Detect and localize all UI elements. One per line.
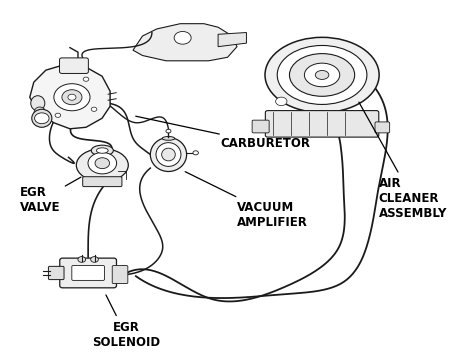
Circle shape	[88, 153, 117, 174]
Ellipse shape	[91, 145, 113, 156]
FancyBboxPatch shape	[82, 177, 122, 187]
Circle shape	[95, 158, 109, 169]
Ellipse shape	[304, 63, 340, 87]
Circle shape	[35, 113, 49, 124]
FancyBboxPatch shape	[72, 266, 104, 280]
Circle shape	[78, 257, 86, 262]
Circle shape	[193, 151, 199, 155]
Circle shape	[54, 84, 90, 111]
FancyBboxPatch shape	[265, 111, 379, 137]
Ellipse shape	[32, 109, 52, 127]
Ellipse shape	[265, 37, 379, 113]
Circle shape	[276, 97, 287, 106]
Ellipse shape	[31, 96, 45, 111]
Circle shape	[166, 129, 171, 133]
Ellipse shape	[150, 137, 187, 171]
Ellipse shape	[34, 107, 46, 118]
Text: VACUUM
AMPLIFIER: VACUUM AMPLIFIER	[185, 172, 308, 229]
Ellipse shape	[96, 148, 108, 153]
Ellipse shape	[76, 149, 128, 182]
Circle shape	[68, 94, 76, 100]
Ellipse shape	[156, 143, 181, 166]
FancyBboxPatch shape	[375, 122, 390, 133]
Polygon shape	[218, 33, 246, 47]
Ellipse shape	[277, 45, 367, 104]
Circle shape	[91, 257, 98, 262]
FancyBboxPatch shape	[48, 266, 64, 280]
Polygon shape	[133, 24, 237, 61]
Ellipse shape	[162, 137, 175, 140]
Text: EGR
SOLENOID: EGR SOLENOID	[92, 295, 160, 349]
Circle shape	[174, 32, 191, 44]
Circle shape	[83, 77, 89, 81]
FancyBboxPatch shape	[252, 120, 269, 133]
Circle shape	[62, 90, 82, 105]
Ellipse shape	[315, 71, 329, 80]
Circle shape	[55, 113, 61, 118]
Text: EGR
VALVE: EGR VALVE	[19, 177, 81, 214]
Text: AIR
CLEANER
ASSEMBLY: AIR CLEANER ASSEMBLY	[359, 102, 447, 220]
FancyBboxPatch shape	[112, 266, 128, 284]
FancyBboxPatch shape	[60, 58, 88, 73]
Text: CARBURETOR: CARBURETOR	[136, 116, 310, 151]
Ellipse shape	[162, 148, 175, 161]
Circle shape	[91, 107, 97, 111]
Ellipse shape	[290, 54, 355, 96]
Polygon shape	[30, 64, 110, 129]
FancyBboxPatch shape	[60, 258, 117, 288]
